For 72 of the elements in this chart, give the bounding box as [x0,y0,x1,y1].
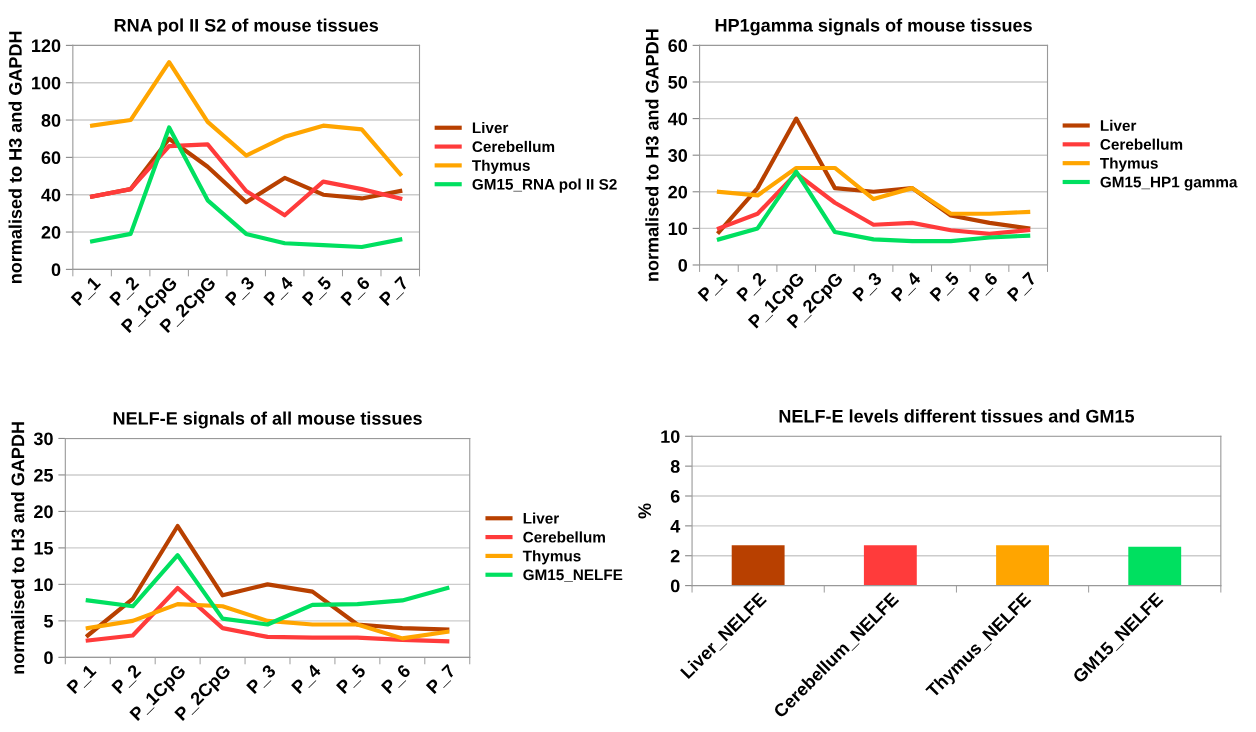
y-tick-label: 5 [44,614,53,628]
line-series [90,142,403,218]
y-tick-label: 20 [668,185,688,199]
x-tick-label: P_3 [224,275,257,308]
line-series [85,523,450,638]
y-axis-title: normalised to H3 and GAPDH [645,29,659,281]
x-tick-label: P_3 [852,271,884,304]
y-tick-label: 60 [41,151,61,165]
legend-label: Liver [1100,119,1137,132]
y-axis-title: % [638,503,652,519]
x-tick-label: P_7 [378,275,411,308]
x-tick-label: P_7 [425,663,458,696]
x-tick-label: P_1 [66,663,99,696]
y-tick-label: 30 [33,432,53,446]
y-tick-label: 100 [32,76,61,90]
y-tick-label: 40 [41,188,61,202]
line-series [85,585,450,644]
x-tick-label: P_4 [263,275,296,308]
y-tick-label: 0 [678,258,688,272]
y-tick-label: 30 [668,149,688,162]
y-axis-title: normalised to H3 and GAPDH [8,31,22,284]
x-tick-label: P_3 [246,663,278,696]
legend-label: Cerebellum [523,531,605,543]
y-tick-label: 4 [670,519,681,533]
y-tick-label: 50 [668,75,688,89]
y-tick-label: 0 [44,651,53,665]
legend-label: Thymus [1100,157,1158,172]
y-tick-label: 25 [34,468,54,482]
x-tick-label: P_6 [340,275,373,308]
y-tick-label: 80 [41,113,61,127]
x-tick-label: P_1 [697,271,730,304]
legend-label: Liver [472,122,509,134]
x-tick-label: P_5 [929,271,962,304]
x-tick-label: P_5 [301,275,334,308]
x-tick-label: P_6 [380,663,413,696]
line-series [85,601,450,641]
y-tick-label: 0 [51,263,61,277]
y-axis-title: normalised to H3 and GAPDH [11,422,25,674]
x-tick-label: P_6 [967,271,1000,304]
chart-title: NELF-E signals of all mouse tissues [113,411,422,429]
chart-title: RNA pol II S2 of mouse tissues [114,18,379,36]
legend-label: Cerebellum [1100,138,1183,150]
x-tick-label: P_4 [291,663,324,696]
legend-label: Liver [523,512,559,524]
chart-title: NELF-E levels different tissues and GM15 [779,409,1135,423]
legend-label: Thymus [472,159,530,174]
y-tick-label: 10 [34,578,53,592]
y-tick-label: 20 [34,505,53,519]
y-tick-label: 0 [670,579,680,593]
y-tick-label: 10 [661,430,680,443]
y-tick-label: 2 [670,549,680,563]
legend-label: Thymus [522,550,581,565]
x-tick-label: P_4 [890,271,923,304]
y-tick-label: 15 [34,542,54,555]
y-tick-label: 20 [41,225,61,239]
y-tick-label: 60 [668,39,688,53]
chart-title: HP1gamma signals of mouse tissues [715,18,1032,36]
legend-label: GM15_HP1 gamma [1100,176,1238,191]
y-tick-label: 8 [670,460,680,473]
line-series [85,553,450,627]
legend-label: GM15_NELFE [523,569,623,582]
legend-label: Cerebellum [472,140,555,153]
line-series [716,165,1031,216]
y-tick-label: 120 [32,39,61,53]
legend-label: GM15_RNA pol II S2 [472,178,617,193]
line-series [90,60,403,177]
y-tick-label: 40 [667,112,688,126]
x-tick-label: P_1 [70,275,103,308]
y-tick-label: 10 [668,222,688,236]
x-tick-label: P_5 [336,663,368,696]
line-series [90,125,403,250]
y-tick-label: 6 [670,489,680,503]
